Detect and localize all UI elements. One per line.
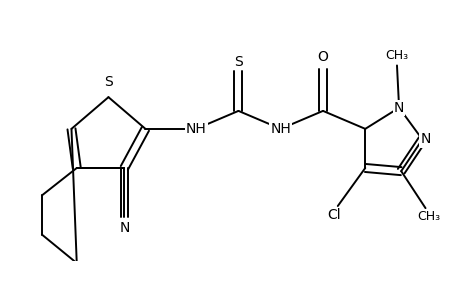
Text: Cl: Cl <box>326 208 340 222</box>
Text: NH: NH <box>185 122 206 136</box>
Text: N: N <box>420 132 430 146</box>
Text: CH₃: CH₃ <box>416 210 439 223</box>
Text: O: O <box>317 50 328 64</box>
Text: N: N <box>393 101 403 115</box>
Text: N: N <box>119 221 129 235</box>
Text: S: S <box>234 55 242 69</box>
Text: CH₃: CH₃ <box>385 49 408 62</box>
Text: S: S <box>104 75 112 89</box>
Text: NH: NH <box>270 122 291 136</box>
